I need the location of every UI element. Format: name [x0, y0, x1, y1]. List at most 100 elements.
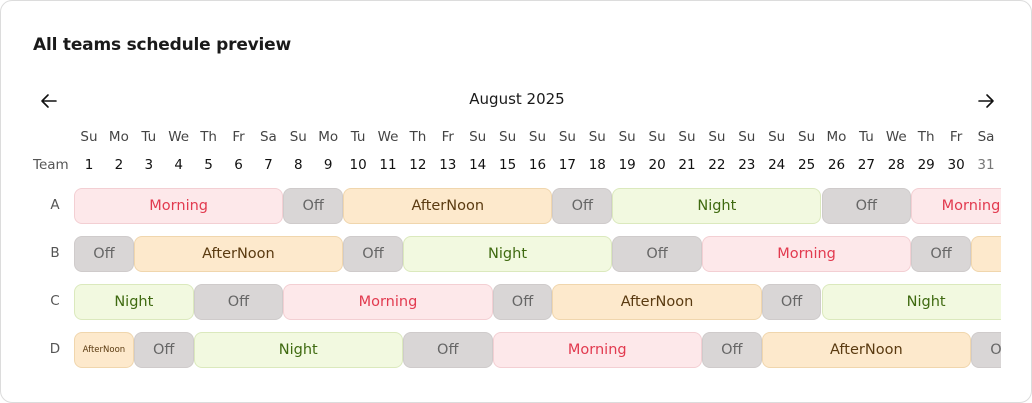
- weekday-label: Su: [708, 129, 726, 145]
- day-number: 24: [768, 157, 786, 173]
- weekday-label: Su: [289, 129, 307, 145]
- day-number: 4: [174, 157, 183, 173]
- weekday-label: Su: [499, 129, 517, 145]
- shift-off[interactable]: Off: [492, 284, 553, 320]
- day-number: 31: [977, 157, 995, 173]
- team-column-header: Team: [33, 157, 69, 173]
- day-number: 22: [708, 157, 726, 173]
- weekday-label: We: [885, 129, 907, 145]
- shift-off[interactable]: Off: [552, 188, 613, 224]
- day-number: 5: [204, 157, 213, 173]
- weekday-label: Th: [200, 129, 217, 145]
- shift-night[interactable]: Night: [821, 284, 1001, 320]
- shift-afternoon[interactable]: AfterNoon: [761, 332, 971, 368]
- shift-afternoon[interactable]: [971, 236, 1001, 272]
- team-label: C: [50, 293, 60, 309]
- weekday-label: Tu: [141, 129, 157, 145]
- shift-night[interactable]: Night: [402, 236, 613, 272]
- weekday-label: Su: [588, 129, 606, 145]
- shift-night[interactable]: Night: [193, 332, 403, 368]
- weekday-label: Su: [618, 129, 636, 145]
- weekday-label: We: [377, 129, 399, 145]
- weekday-label: Th: [917, 129, 935, 145]
- weekday-label: Su: [80, 129, 98, 145]
- weekday-label: Fr: [232, 129, 245, 145]
- card-title: All teams schedule preview: [33, 35, 292, 55]
- shift-morning[interactable]: Morning: [701, 236, 912, 272]
- weekday-label: Mo: [826, 129, 847, 145]
- schedule-grid: Team Su 1 Mo 2 Tu 3 We 4 Th 5 Fr 6 Sa 7 Su 8 Mo 9 Tu 10 We 11…: [1, 121, 1001, 381]
- prev-month-button[interactable]: [37, 89, 61, 113]
- day-number: 12: [409, 157, 427, 173]
- weekday-label: Su: [528, 129, 547, 145]
- next-month-button[interactable]: [974, 89, 998, 113]
- day-number: 15: [499, 157, 517, 173]
- day-number: 17: [558, 157, 576, 173]
- day-number: 29: [917, 157, 935, 173]
- day-number: 8: [294, 157, 303, 173]
- month-label: August 2025: [469, 90, 565, 108]
- weekday-label: Su: [678, 129, 696, 145]
- day-number: 10: [349, 157, 367, 173]
- day-number: 30: [947, 157, 965, 173]
- shift-afternoon[interactable]: AfterNoon: [133, 236, 344, 272]
- day-number: 7: [264, 157, 273, 173]
- shift-off[interactable]: Off: [283, 188, 344, 224]
- shift-off[interactable]: Off: [761, 284, 822, 320]
- day-number: 2: [114, 157, 124, 173]
- shift-afternoon[interactable]: AfterNoon: [343, 188, 553, 224]
- weekday-label: Su: [469, 129, 487, 145]
- day-number: 19: [618, 157, 636, 173]
- day-number: 27: [857, 157, 875, 173]
- weekday-label: Fr: [441, 129, 454, 145]
- day-number: 23: [738, 157, 756, 173]
- day-number: 6: [234, 157, 243, 173]
- shift-off[interactable]: Off: [911, 236, 971, 272]
- day-number: 28: [887, 157, 905, 173]
- shift-night[interactable]: Night: [74, 284, 194, 320]
- weekday-label: Su: [738, 129, 756, 145]
- weekday-label: Mo: [318, 129, 339, 145]
- day-number: 13: [439, 157, 457, 173]
- shift-afternoon[interactable]: AfterNoon: [552, 284, 762, 320]
- shift-off[interactable]: Off: [193, 284, 284, 320]
- weekday-label: Mo: [108, 129, 129, 145]
- day-number: 18: [588, 157, 606, 173]
- shift-morning[interactable]: Morning: [283, 284, 493, 320]
- shift-off[interactable]: Off: [133, 332, 194, 368]
- shift-morning[interactable]: Morning: [911, 188, 1001, 224]
- shift-off[interactable]: Off: [701, 332, 762, 368]
- day-number: 14: [469, 157, 487, 173]
- arrow-right-icon: [978, 94, 994, 108]
- day-number: 20: [648, 157, 666, 173]
- day-number: 26: [827, 157, 846, 173]
- weekday-label: Tu: [859, 129, 874, 145]
- shift-morning[interactable]: Morning: [74, 188, 284, 224]
- shift-morning[interactable]: Morning: [492, 332, 702, 368]
- team-label: A: [50, 197, 60, 213]
- shift-night[interactable]: Night: [612, 188, 822, 224]
- day-number: 16: [528, 157, 547, 173]
- shift-afternoon[interactable]: AfterNoon: [74, 332, 134, 368]
- weekday-label: Sa: [977, 129, 995, 145]
- shift-off[interactable]: Off: [402, 332, 493, 368]
- shift-off[interactable]: Off: [821, 188, 912, 224]
- arrow-left-icon: [41, 94, 57, 108]
- shift-off[interactable]: Off: [343, 236, 403, 272]
- weekday-label: Fr: [949, 129, 963, 145]
- day-number: 1: [84, 157, 94, 173]
- weekday-label: Su: [558, 129, 576, 145]
- shift-off[interactable]: Off: [612, 236, 702, 272]
- team-label: D: [49, 341, 61, 357]
- shift-off[interactable]: Off: [74, 236, 134, 272]
- weekday-label: Su: [768, 129, 786, 145]
- weekday-label: Sa: [259, 129, 277, 145]
- weekday-label: Tu: [350, 129, 366, 145]
- weekday-label: Su: [798, 129, 816, 145]
- day-number: 11: [379, 157, 397, 173]
- day-number: 3: [144, 157, 154, 173]
- weekday-label: Su: [648, 129, 666, 145]
- shift-off[interactable]: Off: [971, 332, 1001, 368]
- weekday-label: Th: [409, 129, 427, 145]
